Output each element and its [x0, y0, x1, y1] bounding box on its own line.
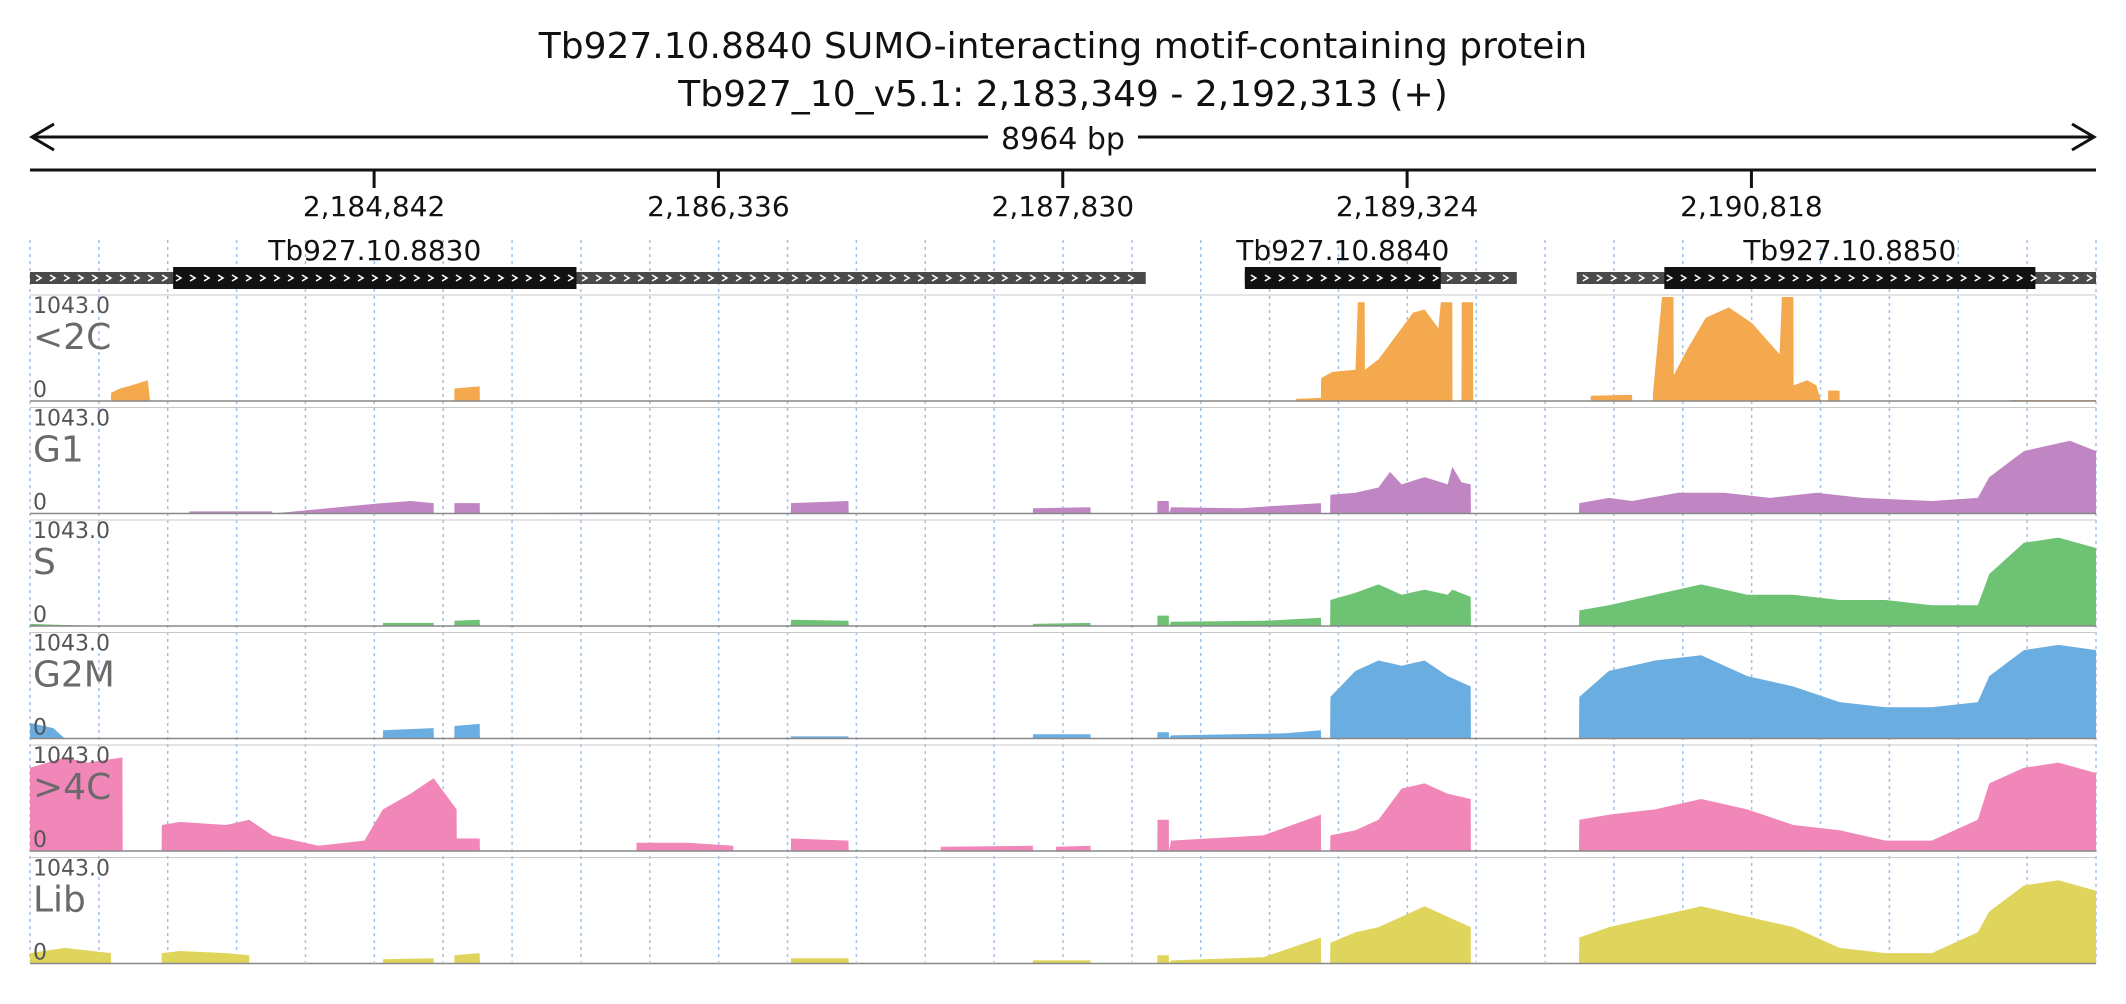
track-ymax-label-2: 1043.0 — [33, 519, 110, 544]
gene-track: Tb927.10.8830 Tb927.10.8840 Tb927.10.8850 — [30, 234, 2096, 289]
track-ymin-label-1: 0 — [33, 491, 47, 516]
track-1: 1043.0G1 0 — [30, 407, 2096, 516]
axis-tick-label-3: 2,189,324 — [1336, 190, 1479, 223]
chart-title: Tb927.10.8840 SUMO-interacting motif-con… — [538, 26, 1587, 67]
track-area-0 — [110, 297, 2097, 401]
track-name-3: G2M — [33, 655, 115, 696]
axis-tick-label-0: 2,184,842 — [303, 190, 446, 223]
track-ymax-label-1: 1043.0 — [33, 407, 110, 432]
track-area-3 — [30, 644, 2096, 739]
coverage-tracks: 1043.0<2C01043.0G101043.0S01043.0G2M0104… — [30, 294, 2097, 966]
track-ymax-label-4: 1043.0 — [33, 744, 110, 769]
track-0: 1043.0<2C 0 — [30, 294, 2097, 403]
track-4: 1043.0>4C 0 — [30, 744, 2096, 853]
track-ymax-label-0: 1043.0 — [33, 294, 110, 319]
track-ymax-label-5: 1043.0 — [33, 857, 110, 882]
track-ymin-label-3: 0 — [33, 716, 47, 741]
track-name-0: <2C — [33, 317, 111, 358]
track-area-4 — [30, 757, 2096, 851]
genomic-axis: 2,184,842 2,186,336 2,187,830 2,189,324 2,19… — [30, 168, 2096, 223]
track-ymin-label-4: 0 — [33, 828, 47, 853]
axis-tick-label-2: 2,187,830 — [992, 190, 1135, 223]
track-area-2 — [30, 537, 2096, 626]
track-ymax-label-3: 1043.0 — [33, 632, 110, 657]
track-name-2: S — [33, 542, 56, 583]
track-area-1 — [30, 440, 2096, 514]
gene-strand-arrows-0 — [35, 274, 1135, 282]
gene-strand-arrows-2 — [1582, 274, 2094, 282]
axis-tick-label-4: 2,190,818 — [1680, 190, 1823, 223]
gene-label-0: Tb927.10.8830 — [267, 234, 481, 267]
axis-tick-label-1: 2,186,336 — [647, 190, 790, 223]
span-label: 8964 bp — [1001, 122, 1125, 157]
gene-strand-arrows-1 — [1250, 274, 1510, 282]
track-area-5 — [30, 880, 2096, 964]
gene-cds-0 — [173, 267, 577, 289]
track-2: 1043.0S 0 — [30, 519, 2096, 628]
span-arrow: 8964 bp — [29, 120, 2097, 157]
track-name-5: Lib — [33, 880, 86, 921]
gene-label-1: Tb927.10.8840 — [1235, 234, 1449, 267]
gene-cds-1 — [1244, 267, 1441, 289]
gene-label-2: Tb927.10.8850 — [1742, 234, 1956, 267]
track-name-1: G1 — [33, 430, 84, 471]
track-name-4: >4C — [33, 767, 111, 808]
track-ymin-label-5: 0 — [33, 941, 47, 966]
chart-subtitle: Tb927_10_v5.1: 2,183,349 - 2,192,313 (+) — [677, 74, 1448, 115]
track-ymin-label-0: 0 — [33, 378, 47, 403]
gene-cds-2 — [1664, 267, 2036, 289]
track-ymin-label-2: 0 — [33, 603, 47, 628]
